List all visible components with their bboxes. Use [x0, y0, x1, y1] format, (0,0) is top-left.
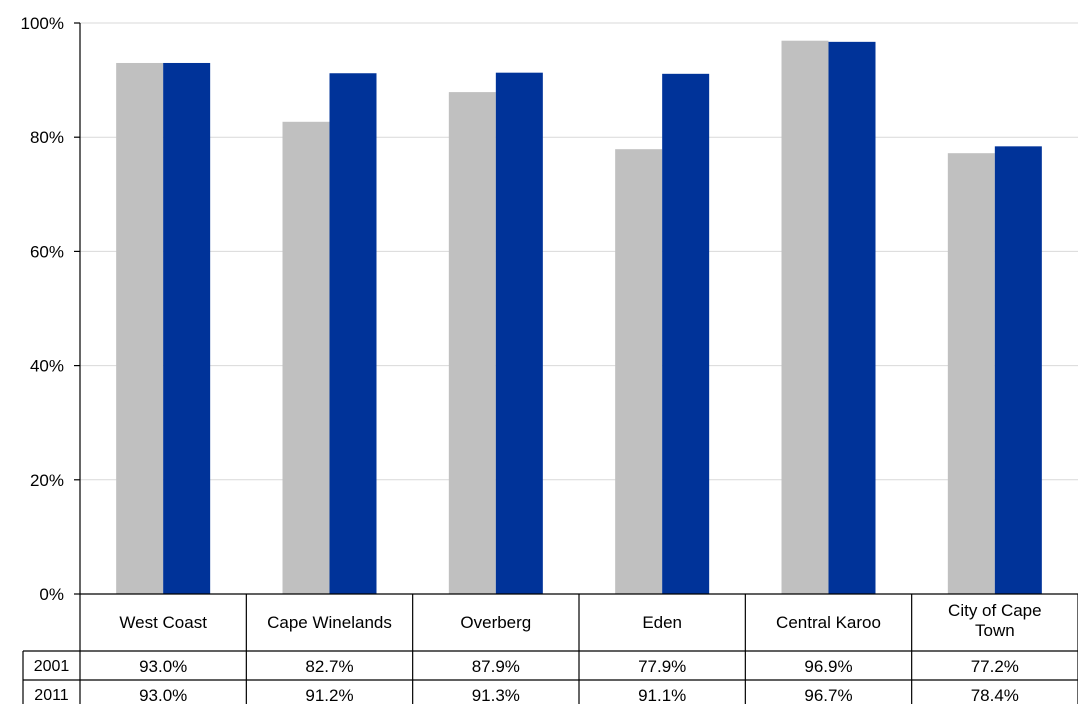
table-cell-value: 96.9%: [804, 657, 852, 676]
bar-2001-0: [116, 62, 164, 595]
y-tick-label: 0%: [39, 585, 64, 604]
table-cell-value: 91.2%: [305, 686, 353, 704]
bar-2011-3: [662, 73, 710, 595]
y-axis-tick-labels: 0% 20% 40% 60% 80% 100%: [21, 14, 64, 604]
bar-2001-3: [615, 149, 663, 595]
bar-2001-4: [781, 40, 829, 595]
table-cell-value: 82.7%: [305, 657, 353, 676]
y-tick-label: 20%: [30, 471, 64, 490]
table-cell-value: 91.3%: [472, 686, 520, 704]
table-cell-value: 91.1%: [638, 686, 686, 704]
table-cell-value: 87.9%: [472, 657, 520, 676]
bar-2001-1: [282, 121, 330, 595]
table-row-label: 2011: [34, 687, 69, 704]
table-cell-value: 78.4%: [971, 686, 1019, 704]
table-cell-value: 96.7%: [804, 686, 852, 704]
table-cell-value: 77.9%: [638, 657, 686, 676]
table-cell-value: 93.0%: [139, 686, 187, 704]
bar-2011-1: [329, 73, 377, 595]
category-label-line: Town: [975, 621, 1015, 640]
table-cell-value: 77.2%: [971, 657, 1019, 676]
bar-2011-2: [495, 72, 543, 594]
category-label: West Coast: [119, 613, 207, 632]
y-tick-label: 60%: [30, 242, 64, 261]
bar-2001-2: [448, 92, 496, 594]
bar-2011-4: [828, 41, 876, 594]
bar-2001-5: [947, 153, 995, 595]
bar-2011-5: [994, 146, 1042, 594]
y-tick-label: 40%: [30, 357, 64, 376]
gridlines: [80, 22, 1078, 481]
category-label-line: City of Cape: [948, 601, 1042, 620]
bar-2011-0: [163, 62, 211, 595]
category-label: Cape Winelands: [267, 613, 392, 632]
bars: [116, 40, 1042, 595]
y-tick-label: 80%: [30, 128, 64, 147]
category-label: Eden: [642, 613, 682, 632]
category-label: Central Karoo: [776, 613, 881, 632]
table-row-label: 2001: [34, 658, 70, 675]
axes: [74, 22, 1078, 704]
category-label: Overberg: [460, 613, 531, 632]
data-table: West Coast Cape Winelands Overberg Eden Cent…: [22, 594, 1078, 704]
table-cell-value: 93.0%: [139, 657, 187, 676]
y-tick-label: 100%: [21, 14, 64, 33]
category-label: City of Cape Town: [948, 601, 1042, 640]
